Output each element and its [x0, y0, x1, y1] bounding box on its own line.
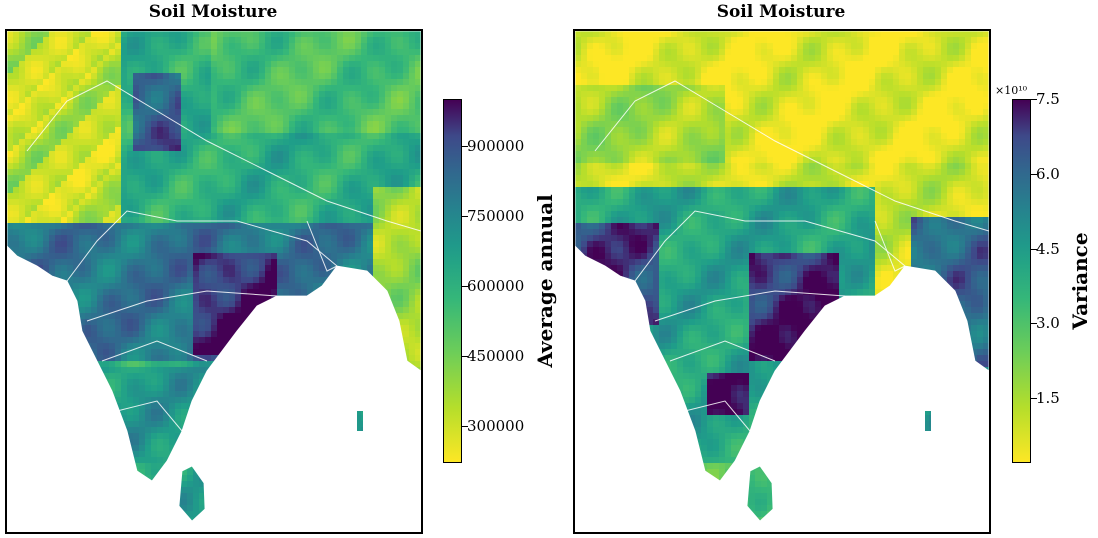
boundary-line — [669, 340, 776, 362]
heatmap-svg — [575, 31, 989, 522]
boundary-line — [306, 220, 338, 272]
coastline — [7, 31, 421, 482]
colorbar — [1012, 99, 1031, 463]
boundary-line — [66, 210, 338, 282]
coastline — [575, 31, 989, 482]
heatmap-cells — [575, 31, 989, 521]
boundary-line — [634, 210, 906, 282]
colorbar-exponent: ×10¹⁰ — [995, 84, 1028, 97]
coastline — [178, 465, 206, 522]
colorbar-tick — [462, 425, 468, 427]
heatmap-svg — [7, 31, 421, 522]
colorbar-label: Variance — [1068, 232, 1092, 330]
colorbar-tick-label: 450000 — [467, 346, 525, 365]
boundary-line — [654, 290, 846, 322]
colorbar-tick — [1031, 323, 1037, 325]
chart-title: Soil Moisture — [148, 2, 278, 22]
boundary-lines — [575, 31, 989, 522]
boundary-line — [116, 400, 183, 432]
colorbar-tick — [1031, 248, 1037, 250]
colorbar-tick — [462, 285, 468, 287]
colorbar-tick-label: 6.0 — [1036, 164, 1060, 183]
boundary-line — [86, 290, 278, 322]
colorbar-tick — [462, 355, 468, 357]
boundary-lines — [7, 31, 421, 522]
coastline — [746, 465, 774, 522]
colorbar-tick — [462, 215, 468, 217]
colorbar-tick-label: 750000 — [467, 206, 525, 225]
colorbar-tick-label: 3.0 — [1036, 314, 1060, 333]
colorbar-tick-label: 900000 — [467, 136, 525, 155]
colorbar-tick-label: 7.5 — [1036, 90, 1060, 108]
colorbar — [443, 99, 462, 463]
colorbar-tick — [1031, 173, 1037, 175]
heatmap-map — [573, 29, 991, 534]
heatmap-cells — [7, 31, 421, 521]
colorbar-tick — [462, 145, 468, 147]
boundary-line — [874, 220, 906, 272]
colorbar-tick-label: 300000 — [467, 416, 525, 435]
colorbar-label: Average annual — [533, 194, 557, 368]
colorbar-tick-label: 4.5 — [1036, 239, 1060, 258]
chart-title: Soil Moisture — [716, 2, 846, 22]
boundary-line — [26, 80, 421, 232]
colorbar-tick — [1031, 99, 1037, 100]
colorbar-tick-label: 1.5 — [1036, 389, 1060, 408]
colorbar-tick-label: 600000 — [467, 276, 525, 295]
boundary-line — [684, 400, 751, 432]
boundary-line — [594, 80, 989, 232]
heatmap-map — [5, 29, 423, 534]
colorbar-tick — [1031, 398, 1037, 400]
boundary-line — [101, 340, 208, 362]
